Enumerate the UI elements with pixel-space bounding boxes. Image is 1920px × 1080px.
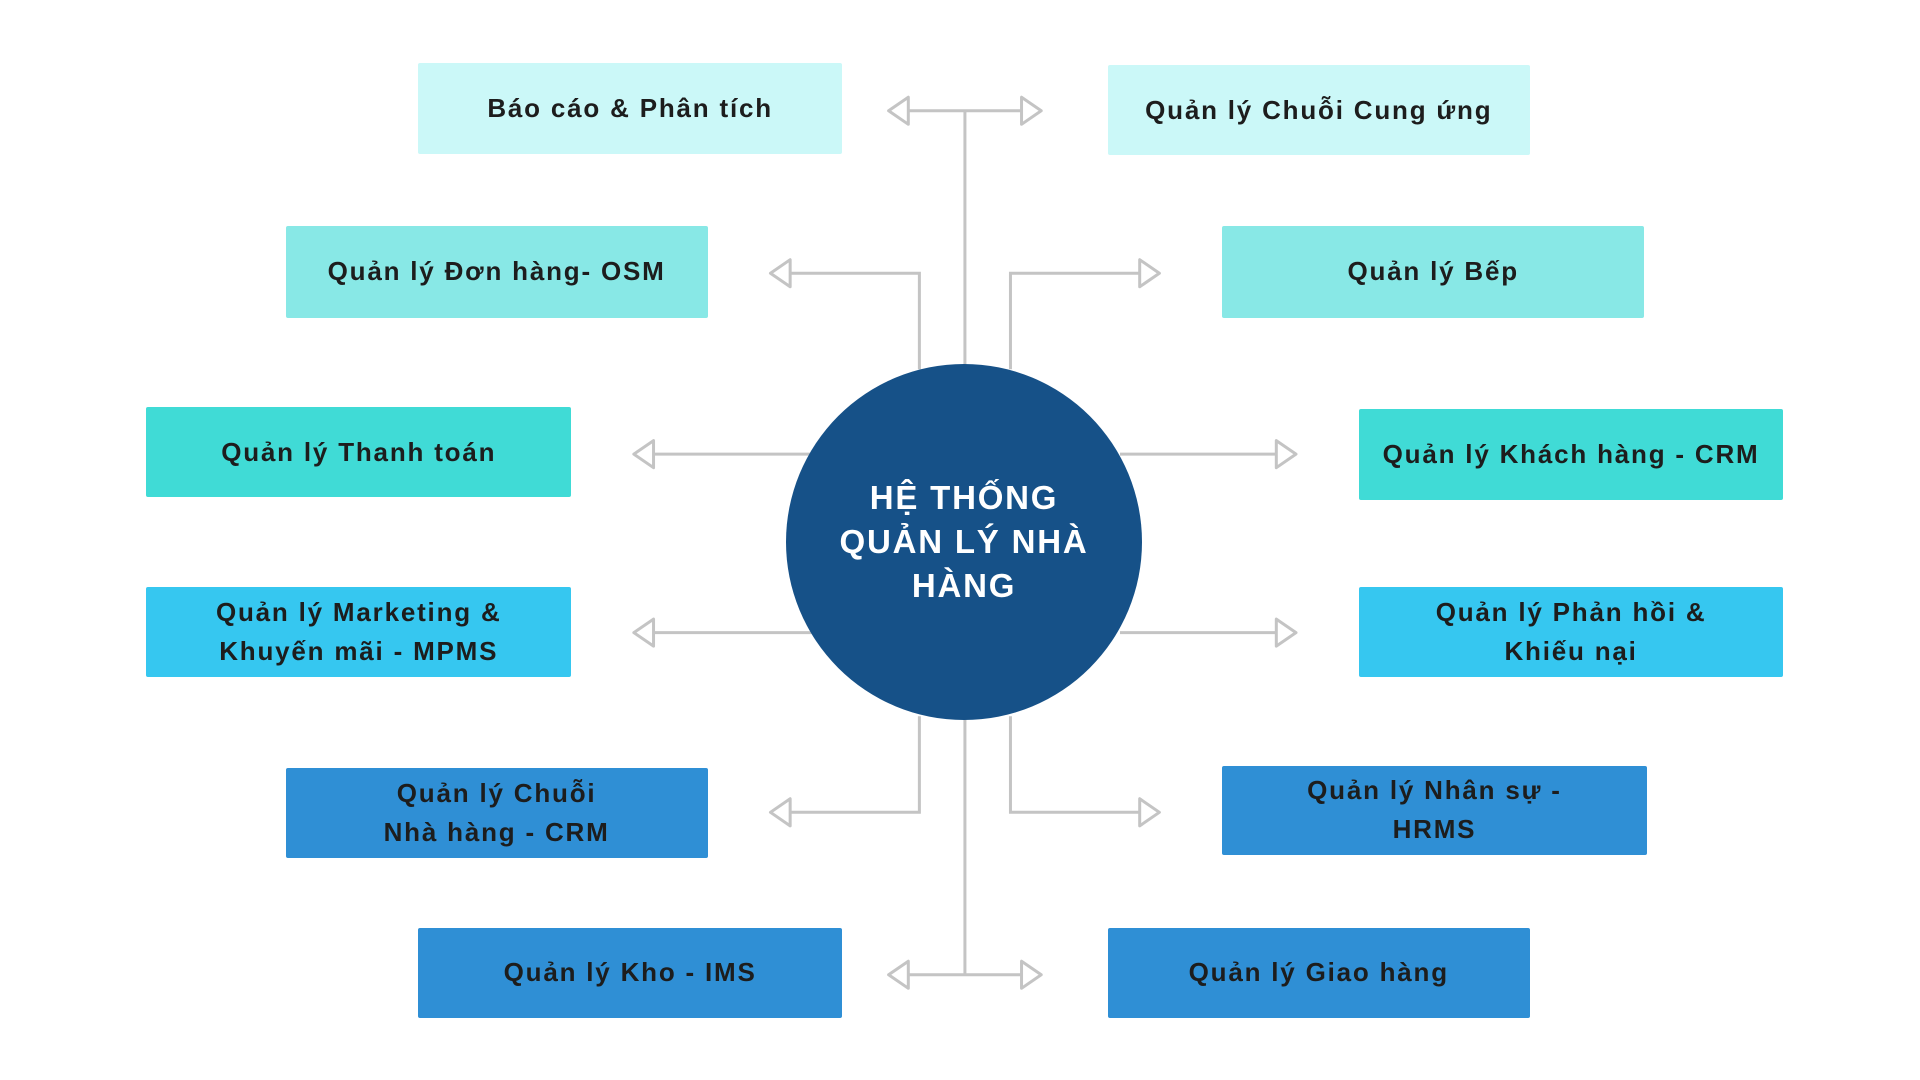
module-label: Quản lý Chuỗi Nhà hàng - CRM: [384, 774, 610, 852]
module-quan-ly-thanh-toan: Quản lý Thanh toán: [146, 407, 572, 498]
module-quan-ly-khach-hang-crm: Quản lý Khách hàng - CRM: [1358, 408, 1784, 500]
module-label: Quản lý Khách hàng - CRM: [1383, 435, 1760, 474]
module-label: Quản lý Chuỗi Cung ứng: [1145, 91, 1492, 130]
connector-right-5: [1008, 716, 1160, 814]
module-label-line: Quản lý Bếp: [1347, 256, 1519, 287]
module-label-line: HRMS: [1392, 814, 1477, 845]
arrow-head: [887, 959, 910, 990]
arrow-head: [768, 258, 792, 289]
module-quan-ly-marketing-mpms: Quản lý Marketing & Khuyến mãi - MPMS: [146, 587, 572, 677]
module-label-line: Khiếu nại: [1504, 635, 1638, 666]
module-label: Quản lý Thanh toán: [221, 433, 496, 472]
connector-right-2: [1008, 271, 1160, 370]
module-label: Quản lý Đơn hàng- OSM: [328, 252, 666, 291]
module-label-line: Quản lý Khách hàng - CRM: [1382, 438, 1760, 469]
module-quan-ly-chuoi-cung-ung: Quản lý Chuỗi Cung ứng: [1107, 65, 1530, 156]
module-label: Quản lý Bếp: [1347, 252, 1519, 291]
center-system-node: HỆ THỐNG QUẢN LÝ NHÀ HÀNG: [786, 364, 1142, 720]
connector-left-5: [770, 716, 921, 814]
module-quan-ly-bep: Quản lý Bếp: [1222, 226, 1645, 318]
module-label-line: Quản lý Chuỗi Cung ứng: [1145, 94, 1493, 125]
arrow-head: [1138, 258, 1161, 289]
arrow-head: [1020, 95, 1043, 126]
module-label-line: Quản lý Marketing &: [215, 596, 502, 627]
arrow-head: [1274, 617, 1298, 648]
module-label: Quản lý Phản hồi & Khiếu nại: [1436, 593, 1707, 671]
module-quan-ly-giao-hang: Quản lý Giao hàng: [1107, 928, 1530, 1018]
module-label-line: Quản lý Giao hàng: [1188, 957, 1449, 988]
module-quan-ly-nhan-su-hrms: Quản lý Nhân sự - HRMS: [1222, 765, 1647, 856]
module-quan-ly-kho-ims: Quản lý Kho - IMS: [418, 928, 842, 1018]
module-label: Báo cáo & Phân tích: [487, 89, 773, 128]
module-label: Quản lý Nhân sự - HRMS: [1307, 771, 1562, 849]
module-label-line: Quản lý Thanh toán: [221, 436, 497, 467]
module-quan-ly-phan-hoi-khieu-nai: Quản lý Phản hồi & Khiếu nại: [1358, 587, 1784, 677]
connector-left-2: [770, 271, 921, 370]
arrow-head: [1020, 959, 1043, 990]
module-label: Quản lý Marketing & Khuyến mãi - MPMS: [216, 593, 502, 671]
module-label-line: Khuyến mãi - MPMS: [219, 635, 499, 666]
arrow-head: [1138, 797, 1161, 828]
module-bao-cao-phan-tich: Báo cáo & Phân tích: [418, 62, 842, 154]
module-quan-ly-don-hang-osm: Quản lý Đơn hàng- OSM: [285, 226, 708, 318]
arrow-head: [632, 439, 656, 470]
module-label: Quản lý Kho - IMS: [504, 953, 757, 992]
module-label-line: Báo cáo & Phân tích: [487, 92, 773, 123]
module-label: Quản lý Giao hàng: [1189, 953, 1449, 992]
module-label-line: Quản lý Đơn hàng- OSM: [327, 256, 666, 287]
module-label-line: Quản lý Nhân sự -: [1307, 775, 1562, 806]
arrow-head: [768, 797, 792, 828]
module-label-line: Quản lý Phản hồi &: [1435, 596, 1707, 627]
module-label-line: Quản lý Chuỗi: [396, 777, 597, 808]
module-label-line: Quản lý Kho - IMS: [503, 957, 757, 988]
arrow-head: [887, 95, 910, 126]
module-quan-ly-chuoi-nha-hang-crm: Quản lý Chuỗi Nhà hàng - CRM: [285, 768, 708, 858]
arrow-head: [1274, 439, 1298, 470]
module-label-line: Nhà hàng - CRM: [383, 816, 610, 847]
arrow-head: [632, 617, 656, 648]
